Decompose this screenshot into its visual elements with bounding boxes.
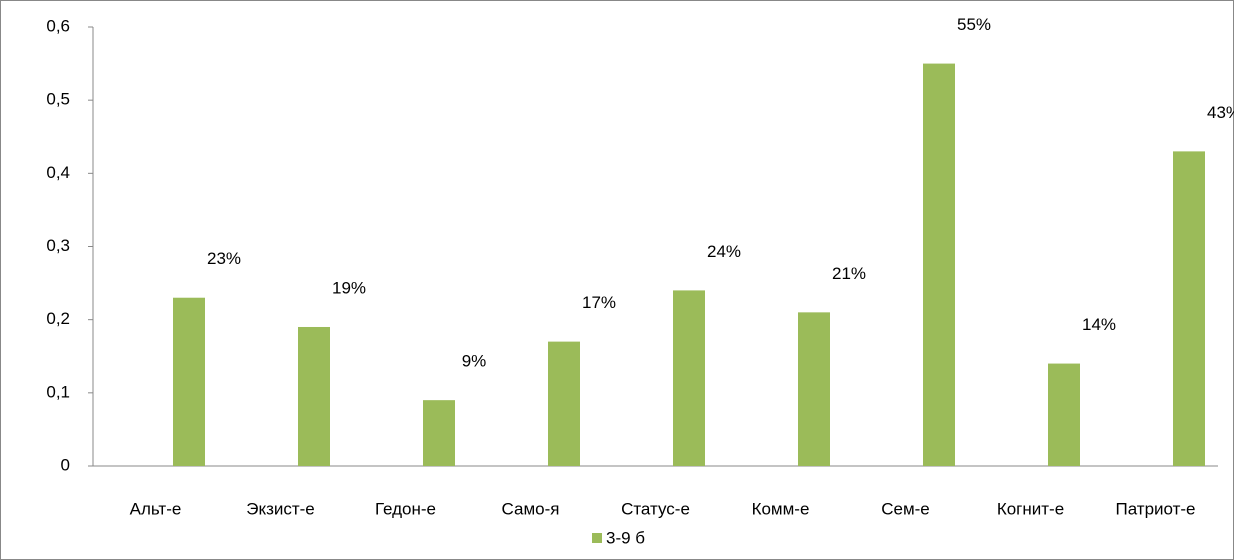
bar [423,400,455,466]
y-tick-label: 0 [61,455,70,474]
bar [1048,363,1080,466]
y-tick-label: 0,2 [46,309,70,328]
x-tick-label: Гедон-е [375,499,436,518]
data-label: 55% [957,15,991,34]
x-tick-label: Сем-е [881,499,930,518]
data-label: 19% [332,278,366,297]
bar [923,63,955,466]
x-tick-label: Статус-е [621,499,690,518]
bar [548,341,580,466]
bar [673,290,705,466]
x-tick-label: Само-я [502,499,560,518]
data-label: 23% [207,249,241,268]
y-tick-label: 0,4 [46,163,70,182]
x-tick-label: Альт-е [130,499,182,518]
data-label: 17% [582,293,616,312]
x-tick-label: Экзист-е [246,499,315,518]
data-label: 9% [462,352,487,371]
data-label: 14% [1082,315,1116,334]
bar [798,312,830,466]
x-tick-label: Патриот-е [1115,499,1195,518]
data-label: 21% [832,264,866,283]
legend-swatch [592,533,602,543]
x-tick-label: Когнит-е [997,499,1064,518]
bar [298,326,330,466]
bar [1173,151,1205,466]
data-label: 24% [707,242,741,261]
data-label: 43% [1207,103,1234,122]
y-tick-label: 0,5 [46,90,70,109]
y-tick-label: 0,3 [46,236,70,255]
y-tick-label: 0,6 [46,16,70,35]
bar [173,297,205,466]
x-tick-label: Комм-е [752,499,810,518]
y-tick-label: 0,1 [46,382,70,401]
legend-label: 3-9 б [606,528,645,547]
